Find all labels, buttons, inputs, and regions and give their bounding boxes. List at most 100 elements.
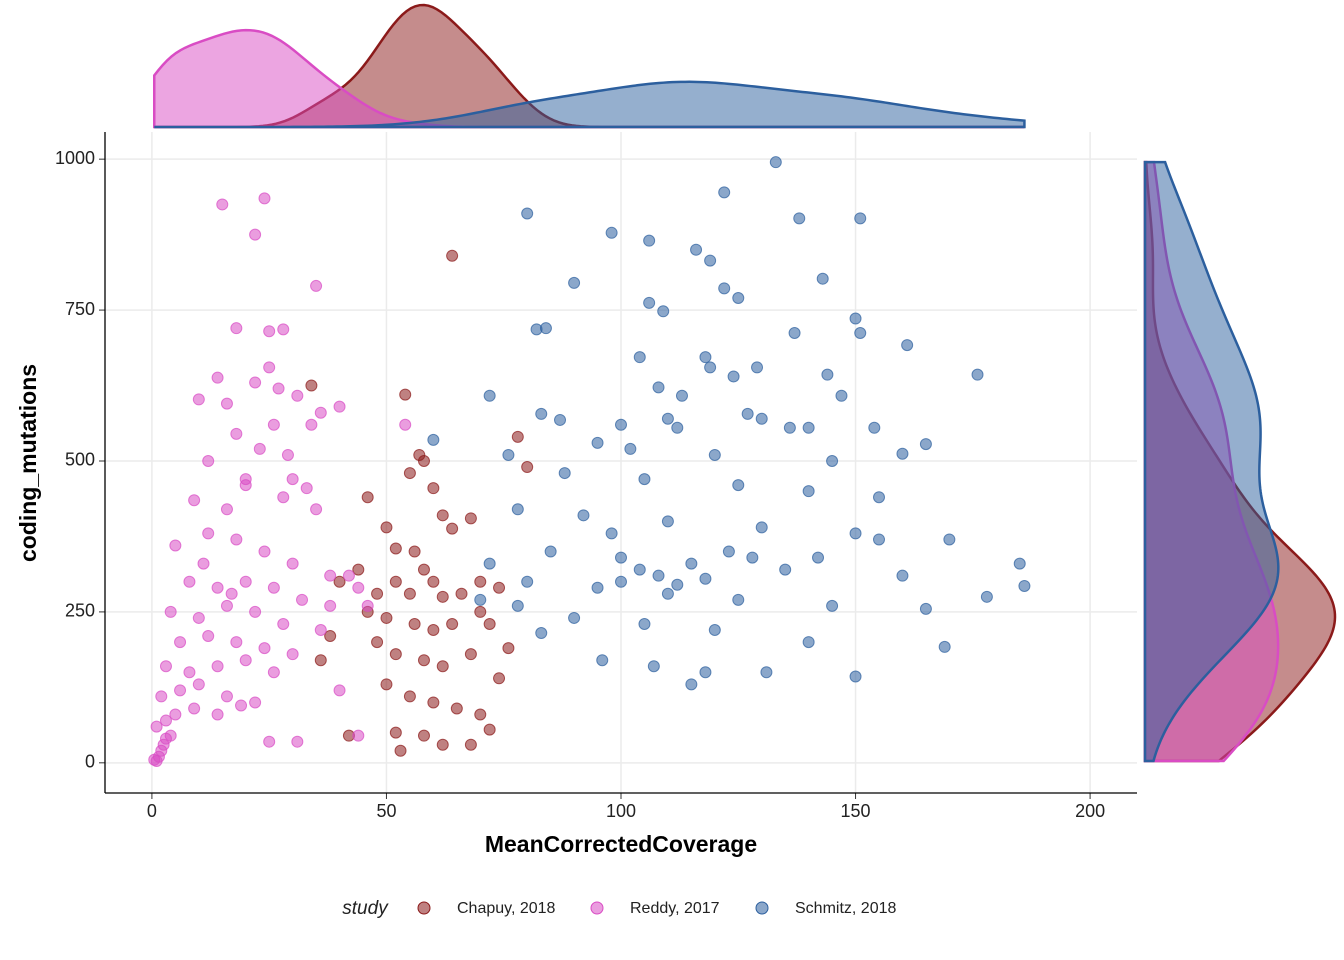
point [159, 660, 172, 673]
point [249, 376, 262, 389]
point [427, 433, 440, 446]
point [821, 368, 834, 381]
point [708, 448, 721, 461]
point [919, 438, 932, 451]
point [192, 678, 205, 691]
point [464, 738, 477, 751]
point [188, 702, 201, 715]
point [647, 660, 660, 673]
y-axis-title: coding_mutations [15, 364, 41, 562]
point [417, 654, 430, 667]
point [755, 412, 768, 425]
point [417, 563, 430, 576]
point [591, 581, 604, 594]
point [741, 407, 754, 420]
point [164, 605, 177, 618]
point [661, 587, 674, 600]
point [389, 726, 402, 739]
point [502, 642, 515, 655]
point [202, 527, 215, 540]
point [751, 361, 764, 374]
point [718, 282, 731, 295]
legend-label: Chapuy, 2018 [457, 900, 556, 917]
point [267, 581, 280, 594]
point [690, 243, 703, 256]
point [220, 690, 233, 703]
point [277, 323, 290, 336]
point [746, 551, 759, 564]
y-tick-label: 1000 [55, 148, 95, 168]
y-tick-label: 250 [65, 601, 95, 621]
point [854, 327, 867, 340]
point [577, 509, 590, 522]
point [277, 617, 290, 630]
point [389, 648, 402, 661]
point [380, 611, 393, 624]
point [493, 672, 506, 685]
point [568, 276, 581, 289]
point [263, 325, 276, 338]
legend-label: Reddy, 2017 [630, 900, 720, 917]
point [249, 696, 262, 709]
point [286, 473, 299, 486]
point [324, 599, 337, 612]
point [258, 545, 271, 558]
point [873, 533, 885, 546]
point [197, 557, 210, 570]
x-tick-label: 50 [376, 801, 396, 821]
point [417, 729, 430, 742]
point [399, 388, 412, 401]
point [403, 587, 416, 600]
point [835, 389, 848, 402]
point [849, 527, 862, 540]
point [403, 690, 416, 703]
point [267, 418, 280, 431]
point [446, 522, 459, 535]
point [230, 322, 243, 335]
point [286, 648, 299, 661]
point [483, 723, 496, 736]
point [812, 551, 825, 564]
point [211, 708, 224, 721]
point [249, 605, 262, 618]
x-tick-label: 200 [1075, 801, 1105, 821]
x-tick-label: 0 [147, 801, 157, 821]
point [793, 212, 806, 225]
point [216, 198, 229, 211]
point [305, 418, 318, 431]
point [263, 735, 276, 748]
point [483, 557, 496, 570]
point [310, 503, 323, 516]
point [633, 351, 646, 364]
point [722, 545, 735, 558]
point [544, 545, 557, 558]
point [826, 599, 839, 612]
point [380, 521, 393, 534]
x-tick-label: 100 [606, 801, 636, 821]
point [535, 407, 548, 420]
point [521, 575, 534, 588]
point [483, 389, 496, 402]
point [371, 587, 384, 600]
point [1013, 557, 1026, 570]
top-density [154, 80, 1026, 129]
point [474, 708, 487, 721]
point [704, 361, 717, 374]
point [211, 581, 224, 594]
point [230, 533, 243, 546]
point [333, 400, 346, 413]
point [389, 542, 402, 555]
point [211, 660, 224, 673]
legend-marker [590, 901, 604, 915]
point [1018, 579, 1031, 592]
point [502, 448, 515, 461]
point [300, 482, 313, 495]
point [652, 569, 665, 582]
point [183, 575, 196, 588]
point [220, 599, 233, 612]
point [755, 521, 768, 534]
point [849, 312, 862, 325]
point [868, 421, 881, 434]
point [699, 666, 712, 679]
